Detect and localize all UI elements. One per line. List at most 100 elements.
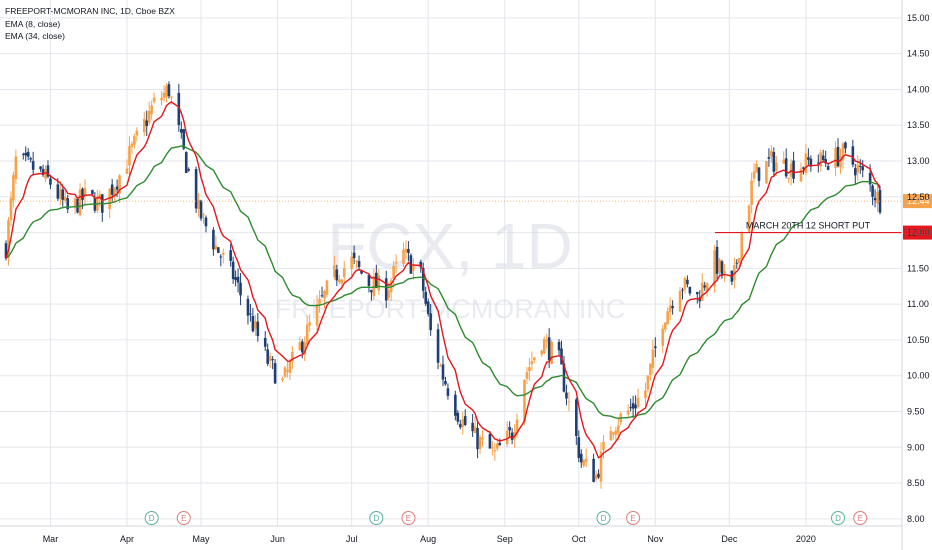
candle [426,298,430,317]
candle-body [614,430,618,435]
symbol-header[interactable]: FREEPORT-MCMORAN INC, 1D, Cboe BZX [5,6,175,16]
candle-body [76,199,79,213]
candle-body [113,188,116,198]
candle-body [871,185,874,197]
candle [876,185,879,212]
candle [626,404,630,419]
candle [510,428,514,445]
candle-body [649,363,652,375]
candle [683,276,687,294]
earnings-marker[interactable]: E [853,511,868,525]
candle-body [357,261,361,268]
dividend-marker[interactable]: D [144,511,159,525]
candle [560,340,563,365]
candle-body [199,200,203,219]
candle [612,431,615,440]
candle-body [836,146,840,167]
candle-body [29,158,32,160]
dividend-marker-label: D [835,514,841,523]
candle-body [256,321,260,337]
candle [678,286,682,313]
candle-body [125,168,129,174]
candle [184,151,188,174]
candle-body [219,256,223,258]
earnings-marker[interactable]: E [626,511,641,525]
candle-body [254,321,257,329]
candle [703,281,707,291]
candle [194,166,198,213]
candle-body [592,458,595,483]
candle-body [688,286,692,294]
candle [456,410,460,425]
candle-body [631,403,635,409]
x-tick-label: 2020 [796,534,816,544]
ema-slow-legend[interactable]: EMA (34, close) [5,31,65,41]
candle-body [298,342,302,350]
candle-body [523,379,526,422]
candle [197,193,200,217]
candle-body [73,198,77,206]
candle [204,215,208,233]
candle-body [750,180,753,205]
candle-body [367,274,371,287]
candle-body [12,175,15,201]
x-axis[interactable]: Mar Apr May Jun Jul Aug Sep Oct Nov Dec 2020 [0,525,902,544]
candle [325,279,329,298]
candle [130,141,134,155]
candle-body [856,164,860,173]
candle [523,379,526,426]
candle-body [792,160,795,179]
dividend-marker[interactable]: D [369,511,384,525]
candle [424,286,428,307]
ema-fast-legend[interactable]: EMA (8, close) [5,19,61,29]
candle-body [602,441,605,451]
candle-body [162,92,166,98]
candle-body [718,259,721,273]
candle-body [14,156,18,180]
dividend-marker[interactable]: D [596,511,611,525]
candle-body [826,166,830,170]
candle-body [594,474,598,480]
y-axis[interactable]: 8.00 8.50 9.00 9.50 10.00 10.50 11.00 11.50 12.0… [901,0,930,550]
x-tick-label: May [193,534,211,544]
candle-body [426,301,430,314]
candle [273,359,277,384]
y-tick-label: 8.00 [907,514,925,524]
y-tick-label: 14.50 [907,49,930,59]
earnings-marker[interactable]: E [401,511,416,525]
candle-body [130,143,134,147]
candle-body [740,232,744,259]
candle [550,339,553,365]
candle-body [128,146,131,166]
candle [283,365,287,378]
dividend-marker-label: D [149,514,155,523]
candle-body [377,275,381,291]
candle [765,161,768,184]
candle-body [565,392,568,399]
candle-body [63,196,67,201]
candle-body [268,355,272,362]
candle-body [876,191,879,204]
earnings-marker[interactable]: E [176,511,191,525]
candle-body [231,261,235,280]
candle-body [421,268,425,291]
dividend-marker-circle [831,511,846,525]
candle [9,191,13,227]
candle [147,101,151,125]
candle-body [204,217,208,227]
candle [128,136,131,175]
candle [542,336,546,355]
candle-body [755,163,758,173]
candle [705,281,709,297]
candle-body [177,92,181,126]
candle-body [557,342,561,351]
candle-body [412,264,415,272]
candle-body [550,341,553,364]
candle [594,470,598,482]
dividend-marker[interactable]: D [831,511,846,525]
candle [646,375,650,393]
candle [839,148,842,174]
candle [384,270,388,309]
